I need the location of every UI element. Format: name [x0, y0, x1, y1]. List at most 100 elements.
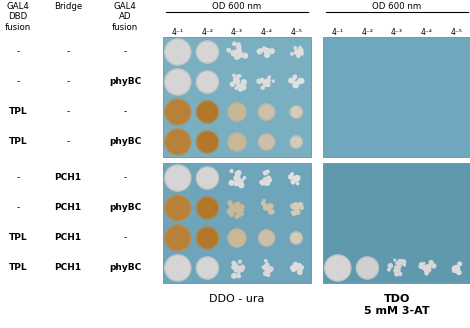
Text: TPL: TPL — [8, 108, 27, 116]
Circle shape — [296, 178, 299, 181]
Circle shape — [234, 182, 238, 186]
Text: 4⁻⁵: 4⁻⁵ — [290, 28, 302, 37]
Circle shape — [262, 266, 264, 268]
Circle shape — [242, 179, 243, 181]
Circle shape — [401, 262, 404, 264]
Circle shape — [295, 207, 297, 210]
Circle shape — [267, 207, 271, 210]
Circle shape — [268, 210, 272, 214]
Text: 4⁻⁴: 4⁻⁴ — [261, 28, 273, 37]
Circle shape — [269, 205, 271, 206]
Circle shape — [235, 80, 239, 84]
Circle shape — [238, 206, 242, 210]
Circle shape — [265, 51, 268, 54]
Circle shape — [257, 79, 261, 83]
Circle shape — [265, 50, 268, 54]
Circle shape — [235, 51, 238, 53]
Circle shape — [196, 227, 219, 249]
Circle shape — [269, 49, 274, 53]
Text: -: - — [123, 48, 126, 56]
Circle shape — [291, 53, 293, 55]
Circle shape — [269, 204, 273, 208]
Circle shape — [257, 49, 262, 54]
Circle shape — [265, 263, 269, 267]
Circle shape — [267, 52, 269, 54]
Circle shape — [235, 206, 239, 210]
Text: -: - — [123, 108, 126, 116]
Circle shape — [232, 209, 235, 213]
Circle shape — [426, 265, 431, 269]
Circle shape — [297, 177, 299, 180]
Circle shape — [290, 232, 302, 244]
Circle shape — [266, 178, 271, 183]
Circle shape — [395, 270, 399, 273]
Circle shape — [165, 99, 191, 125]
Circle shape — [235, 206, 237, 208]
Circle shape — [297, 49, 302, 54]
Circle shape — [293, 262, 298, 267]
Circle shape — [264, 171, 267, 175]
Circle shape — [260, 181, 263, 184]
Circle shape — [267, 177, 269, 179]
Text: PCH1: PCH1 — [55, 263, 82, 273]
Circle shape — [235, 268, 238, 271]
Circle shape — [228, 201, 232, 205]
Circle shape — [237, 267, 240, 270]
Circle shape — [291, 268, 296, 272]
Circle shape — [394, 270, 395, 271]
Text: PCH1: PCH1 — [55, 203, 82, 213]
Circle shape — [238, 87, 243, 91]
Circle shape — [295, 51, 298, 54]
Circle shape — [242, 80, 246, 85]
Circle shape — [233, 75, 235, 76]
Text: 4⁻³: 4⁻³ — [391, 28, 403, 37]
Circle shape — [234, 81, 235, 83]
Circle shape — [266, 83, 270, 87]
Circle shape — [243, 177, 245, 179]
Circle shape — [165, 165, 191, 191]
Circle shape — [264, 272, 267, 276]
Circle shape — [233, 265, 236, 268]
Circle shape — [231, 51, 234, 54]
Circle shape — [291, 180, 295, 184]
Circle shape — [397, 269, 400, 271]
Circle shape — [263, 48, 267, 52]
Circle shape — [422, 265, 426, 270]
Circle shape — [426, 267, 429, 271]
Circle shape — [267, 270, 271, 273]
Circle shape — [259, 49, 262, 51]
Circle shape — [232, 274, 236, 278]
Circle shape — [265, 260, 267, 262]
Circle shape — [455, 267, 457, 269]
Circle shape — [264, 266, 268, 270]
Circle shape — [236, 175, 237, 177]
Circle shape — [397, 262, 400, 265]
Circle shape — [294, 206, 298, 211]
Circle shape — [419, 264, 423, 268]
Circle shape — [196, 71, 219, 93]
Circle shape — [268, 267, 272, 272]
Circle shape — [265, 80, 266, 82]
Circle shape — [426, 265, 429, 268]
Circle shape — [237, 202, 240, 205]
Circle shape — [258, 134, 274, 150]
Circle shape — [297, 183, 299, 185]
Circle shape — [234, 203, 239, 208]
Circle shape — [356, 257, 378, 279]
Circle shape — [234, 210, 236, 212]
Circle shape — [264, 181, 268, 184]
Circle shape — [228, 229, 246, 247]
Circle shape — [398, 265, 401, 268]
Circle shape — [232, 52, 235, 55]
Circle shape — [239, 84, 241, 86]
Circle shape — [457, 270, 461, 275]
Circle shape — [242, 213, 243, 215]
Circle shape — [237, 46, 240, 48]
Circle shape — [229, 180, 234, 185]
Circle shape — [258, 230, 274, 246]
Circle shape — [297, 54, 300, 57]
Circle shape — [396, 267, 400, 271]
Text: DDO - ura: DDO - ura — [209, 294, 265, 304]
Circle shape — [265, 81, 267, 82]
Circle shape — [266, 53, 269, 57]
